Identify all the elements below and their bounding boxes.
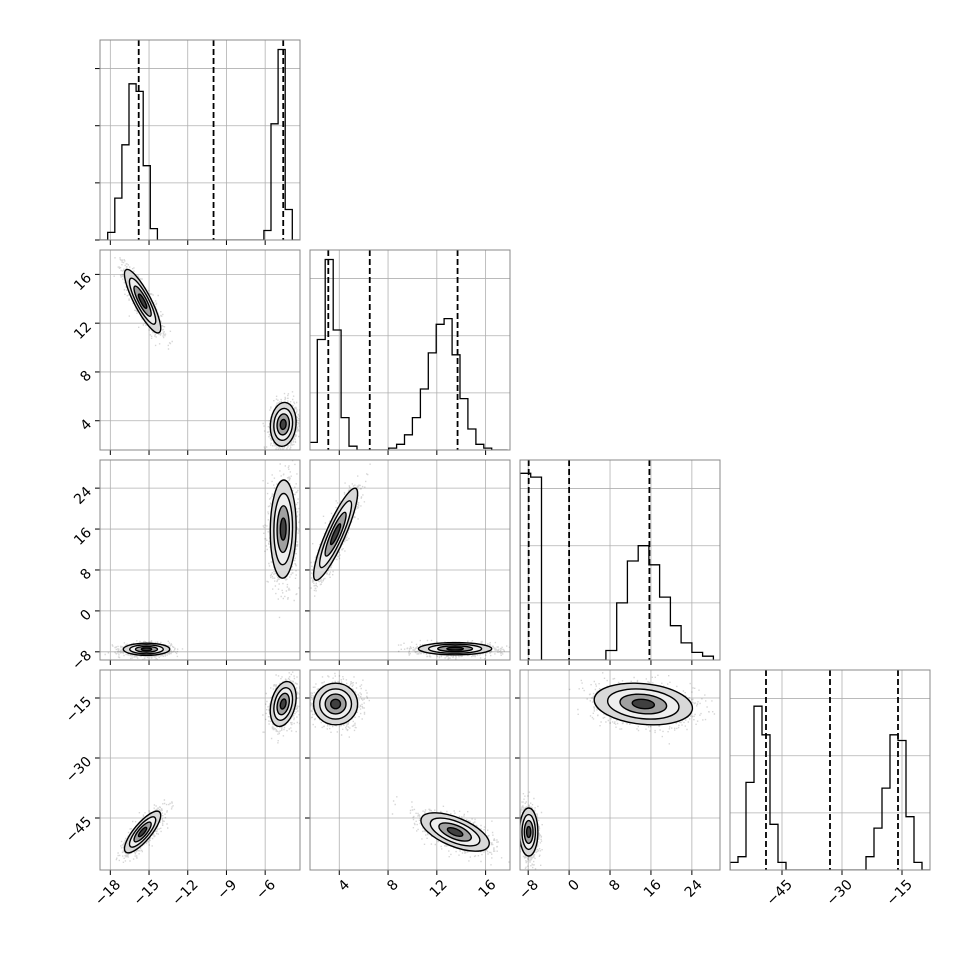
panel-frame <box>519 669 721 871</box>
x-tick-label: −15 <box>884 877 916 909</box>
density-contour <box>446 646 464 651</box>
y-tick-label: 24 <box>71 484 95 508</box>
density-contour <box>525 825 532 839</box>
hist-frame-0 <box>99 39 301 241</box>
x-tick-label: −18 <box>92 877 124 909</box>
hist-frame-1 <box>309 249 511 451</box>
density-contour <box>631 698 656 710</box>
y-tick-label: 0 <box>77 607 95 625</box>
y-tick-label: 16 <box>71 525 95 549</box>
panel-1-3 <box>310 672 510 866</box>
hist-background-0 <box>100 40 300 240</box>
hist-frame-3 <box>729 669 931 871</box>
y-tick-label: −30 <box>63 754 95 786</box>
x-tick-label: −30 <box>824 877 856 909</box>
density-contour <box>279 517 287 541</box>
x-tick-label: −6 <box>253 877 279 903</box>
density-contour <box>137 826 148 838</box>
x-tick-label: −8 <box>516 877 542 903</box>
x-tick-label: 16 <box>476 877 500 901</box>
density-contour <box>329 523 342 546</box>
panel-frame <box>309 459 511 661</box>
density-contour <box>446 827 464 837</box>
y-tick-label: −15 <box>63 694 95 726</box>
panel-background <box>100 460 300 660</box>
x-tick-label: 8 <box>384 877 402 895</box>
panel-frame <box>309 669 511 871</box>
x-tick-label: −45 <box>764 877 796 909</box>
hist-background-1 <box>310 250 510 450</box>
panel-frame <box>99 249 301 451</box>
x-tick-label: 8 <box>606 877 624 895</box>
panel-2-3 <box>520 672 716 870</box>
hist-step-1 <box>310 258 508 450</box>
panel-0-3 <box>115 670 300 863</box>
density-contour <box>330 698 342 710</box>
x-tick-label: 16 <box>641 877 665 901</box>
y-tick-label: 16 <box>71 270 95 294</box>
x-tick-label: 12 <box>427 877 451 901</box>
y-tick-label: 8 <box>77 566 95 584</box>
x-tick-label: 4 <box>336 877 354 895</box>
x-tick-label: 24 <box>682 877 706 901</box>
panel-1-2 <box>310 463 510 660</box>
y-tick-label: −8 <box>69 648 95 674</box>
x-tick-label: −15 <box>131 877 163 909</box>
density-contour <box>140 647 153 652</box>
panel-background <box>310 460 510 660</box>
x-tick-label: −12 <box>169 877 201 909</box>
panel-0-2 <box>104 460 300 660</box>
y-tick-label: 8 <box>77 368 95 386</box>
panel-frame <box>99 459 301 661</box>
y-tick-label: 12 <box>71 319 95 343</box>
hist-step-0 <box>100 48 300 240</box>
panel-frame <box>99 669 301 871</box>
plot-data <box>100 40 930 870</box>
density-contour <box>279 698 287 710</box>
hist-step-2 <box>520 472 715 660</box>
hist-background-2 <box>520 460 720 660</box>
panel-0-1 <box>113 257 300 450</box>
hist-step-3 <box>730 705 930 870</box>
plot-backgrounds <box>100 40 930 871</box>
y-tick-label: 4 <box>77 416 95 434</box>
x-tick-label: −9 <box>214 877 240 903</box>
hist-frame-2 <box>519 459 721 661</box>
density-contour <box>137 293 148 310</box>
x-tick-label: 0 <box>565 877 583 895</box>
density-contour <box>279 418 287 431</box>
y-tick-label: −45 <box>63 814 95 846</box>
